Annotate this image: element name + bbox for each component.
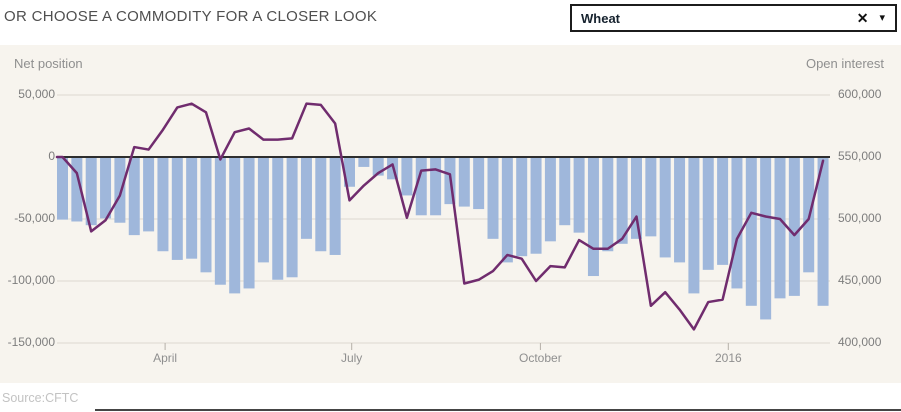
net-position-bar[interactable] <box>214 157 226 285</box>
net-position-bar[interactable] <box>702 157 714 270</box>
net-position-bar[interactable] <box>358 157 370 167</box>
net-position-bar[interactable] <box>674 157 686 263</box>
chevron-down-icon[interactable]: ▾ <box>879 11 885 24</box>
net-position-bar[interactable] <box>788 157 800 296</box>
net-position-bar[interactable] <box>229 157 241 294</box>
bottom-divider <box>95 409 901 411</box>
net-position-bar[interactable] <box>243 157 255 289</box>
y-tick-label-right: 600,000 <box>838 87 882 101</box>
y-tick-label-left: -100,000 <box>7 273 55 287</box>
net-position-bar[interactable] <box>458 157 470 207</box>
net-position-bar[interactable] <box>71 157 83 222</box>
net-position-bar[interactable] <box>559 157 571 226</box>
y-tick-label-right: 450,000 <box>838 273 882 287</box>
net-position-bar[interactable] <box>57 157 68 220</box>
net-position-bar[interactable] <box>114 157 126 223</box>
net-position-bar[interactable] <box>300 157 312 239</box>
net-position-bar[interactable] <box>774 157 786 299</box>
net-position-bar[interactable] <box>415 157 427 216</box>
open-interest-line[interactable] <box>55 102 825 331</box>
net-position-bar[interactable] <box>315 157 327 252</box>
net-position-bar[interactable] <box>143 157 155 232</box>
left-axis-title: Net position <box>14 56 83 71</box>
commodity-select-value: Wheat <box>581 10 620 26</box>
y-tick-label-right: 500,000 <box>838 211 882 225</box>
net-position-bar[interactable] <box>731 157 743 289</box>
net-position-bar[interactable] <box>128 157 140 236</box>
net-position-bar[interactable] <box>745 157 757 306</box>
net-position-bar[interactable] <box>544 157 556 242</box>
y-tick-label-left: -50,000 <box>14 211 55 225</box>
net-position-bar[interactable] <box>501 157 513 263</box>
y-tick-label-left: 0 <box>48 149 55 163</box>
chart-canvas <box>55 94 830 350</box>
chart: Net position Open interest 50,000 0 -50,00… <box>0 45 901 383</box>
net-position-bar[interactable] <box>631 157 642 239</box>
net-position-bar[interactable] <box>473 157 485 210</box>
y-tick-label-right: 400,000 <box>838 335 882 349</box>
net-position-bar[interactable] <box>487 157 499 239</box>
net-position-bar[interactable] <box>530 157 542 254</box>
net-position-bar[interactable] <box>200 157 212 273</box>
net-position-bar[interactable] <box>186 157 198 259</box>
y-tick-label-left: 50,000 <box>18 87 55 101</box>
net-position-bar[interactable] <box>286 157 298 278</box>
net-position-bar[interactable] <box>171 157 183 260</box>
net-position-bar[interactable] <box>272 157 284 280</box>
x-tick-label: July <box>340 351 363 365</box>
net-position-bar[interactable] <box>817 157 829 306</box>
net-position-bar[interactable] <box>645 157 657 237</box>
net-position-bar[interactable] <box>516 157 528 257</box>
right-axis-title: Open interest <box>805 56 884 71</box>
x-tick-label: October <box>519 351 562 365</box>
net-position-bar[interactable] <box>760 157 772 320</box>
net-position-bar[interactable] <box>659 157 671 258</box>
net-position-bar[interactable] <box>587 157 599 277</box>
net-position-bar[interactable] <box>157 157 169 252</box>
x-tick-label: 2016 <box>714 351 742 365</box>
net-position-bar[interactable] <box>430 157 442 216</box>
net-position-bar[interactable] <box>257 157 269 263</box>
net-position-bar[interactable] <box>688 157 700 294</box>
clear-icon[interactable]: ✕ <box>856 10 869 26</box>
net-position-bar[interactable] <box>329 157 341 255</box>
net-position-bar[interactable] <box>372 157 384 176</box>
net-position-bar[interactable] <box>573 157 585 233</box>
x-tick-label: April <box>153 351 178 365</box>
net-position-bar[interactable] <box>616 157 628 244</box>
net-position-bar[interactable] <box>100 157 112 219</box>
net-position-bar[interactable] <box>602 157 614 252</box>
net-position-bar[interactable] <box>401 157 413 196</box>
y-tick-label-left: -150,000 <box>7 335 55 349</box>
source-note: Source:CFTC <box>2 391 79 405</box>
net-position-bar[interactable] <box>344 157 355 187</box>
commodity-select[interactable]: Wheat ✕ ▾ <box>570 4 897 32</box>
net-position-bar[interactable] <box>717 157 729 265</box>
net-position-bar[interactable] <box>85 157 97 226</box>
y-tick-label-right: 550,000 <box>838 149 882 163</box>
page-title: OR CHOOSE A COMMODITY FOR A CLOSER LOOK <box>4 8 378 25</box>
